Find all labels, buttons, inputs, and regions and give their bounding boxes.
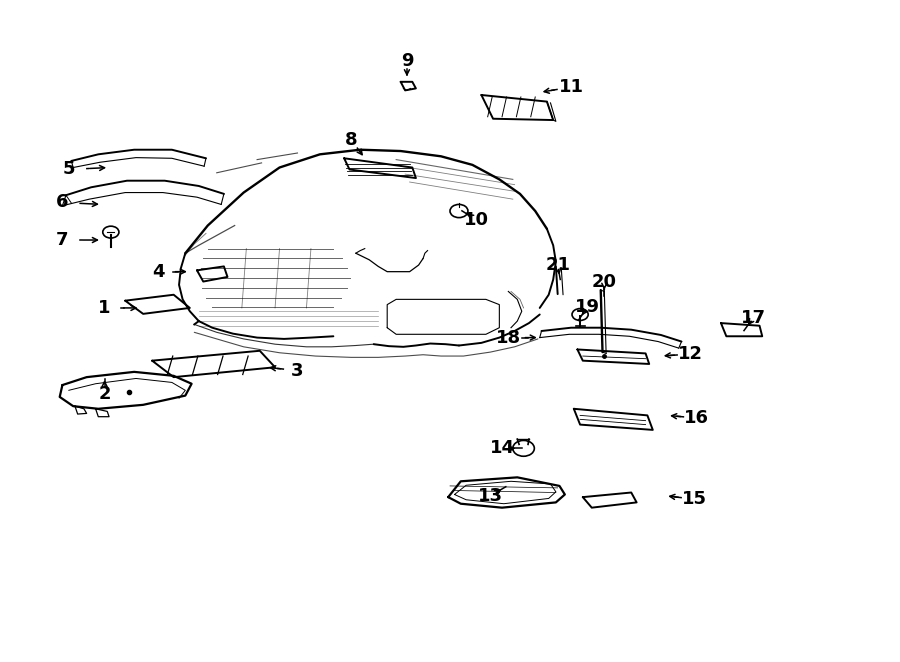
Text: 1: 1 [98,299,111,317]
Text: 2: 2 [98,385,111,402]
Text: 3: 3 [292,361,303,379]
Text: 21: 21 [545,256,571,274]
Text: 19: 19 [575,299,599,316]
Text: 12: 12 [678,345,703,363]
Text: 20: 20 [592,273,617,291]
Text: 18: 18 [496,328,521,347]
Text: 7: 7 [56,231,68,249]
Text: 16: 16 [684,409,709,427]
Text: 4: 4 [152,263,165,281]
Text: 9: 9 [400,52,413,70]
Text: 5: 5 [62,160,75,179]
Text: 13: 13 [478,487,503,505]
Text: 17: 17 [741,308,766,327]
Text: 14: 14 [490,440,515,457]
Text: 6: 6 [56,193,68,211]
Text: 10: 10 [464,211,490,229]
Text: 11: 11 [559,78,583,96]
Text: 8: 8 [345,131,357,149]
Text: 15: 15 [681,490,706,508]
